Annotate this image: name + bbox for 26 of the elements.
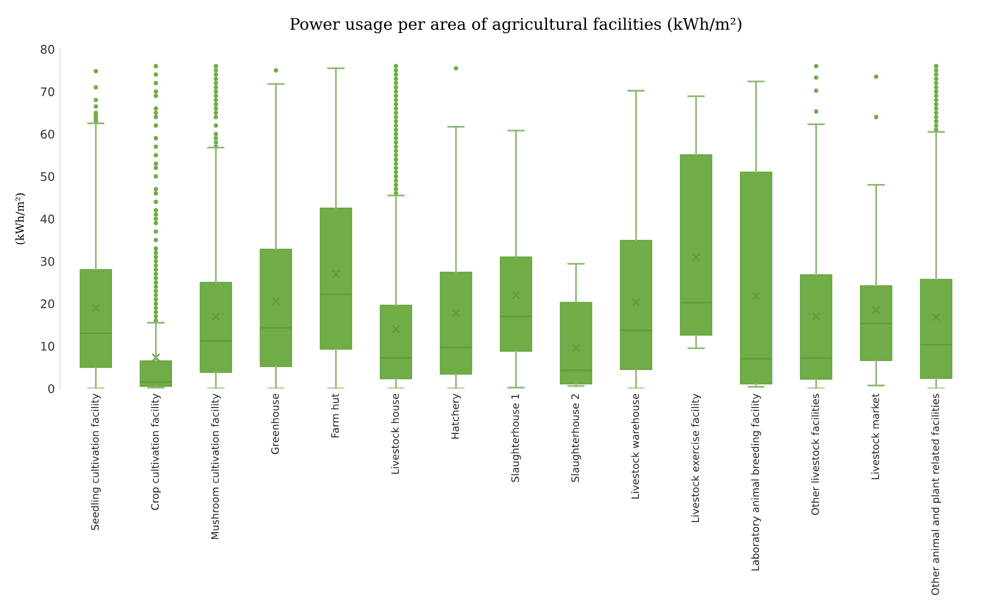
y-tick-label: 70	[40, 87, 54, 96]
y-tick-label: 40	[40, 214, 54, 224]
x-tick-label: Mushroom cultivation facility	[210, 394, 221, 539]
x-tick-label: Slaughterhouse 2	[571, 394, 581, 482]
x-tick-label: Other animal and plant related facilities	[931, 394, 942, 595]
x-tick-label: Livestock market	[871, 394, 880, 480]
x-tick-label: Laboratory animal breeding facility	[751, 394, 761, 570]
x-tick-label: Livestock exercise facility	[691, 394, 701, 522]
x-tick-label: Livestock warehouse	[631, 394, 639, 498]
y-tick-label: 60	[40, 130, 54, 139]
y-tick-label: 50	[40, 172, 54, 182]
y-axis-title: (kWh/m²)	[15, 193, 26, 244]
x-tick-label: Farm hut	[331, 394, 339, 438]
chart-title: Power usage per area of agricultural facilities (kWh/m²)	[290, 18, 742, 34]
y-tick-label: 0	[48, 384, 54, 394]
x-tick-label: Seedling cultivation facility	[90, 394, 101, 530]
x-tick-label: Hatchery	[451, 394, 461, 439]
y-tick-label: 30	[40, 256, 54, 266]
x-tick-label: Slaughterhouse 1	[511, 394, 521, 482]
x-tick-label: Greenhouse	[271, 394, 279, 454]
y-tick-label: 80	[40, 44, 54, 54]
x-tick-label: Crop cultivation facility	[150, 394, 161, 510]
x-tick-label: Livestock house	[391, 394, 399, 474]
x-tick-label: Other livestock facilities	[811, 394, 820, 515]
y-tick-label: 10	[41, 342, 54, 351]
y-tick-label: 20	[40, 299, 54, 308]
